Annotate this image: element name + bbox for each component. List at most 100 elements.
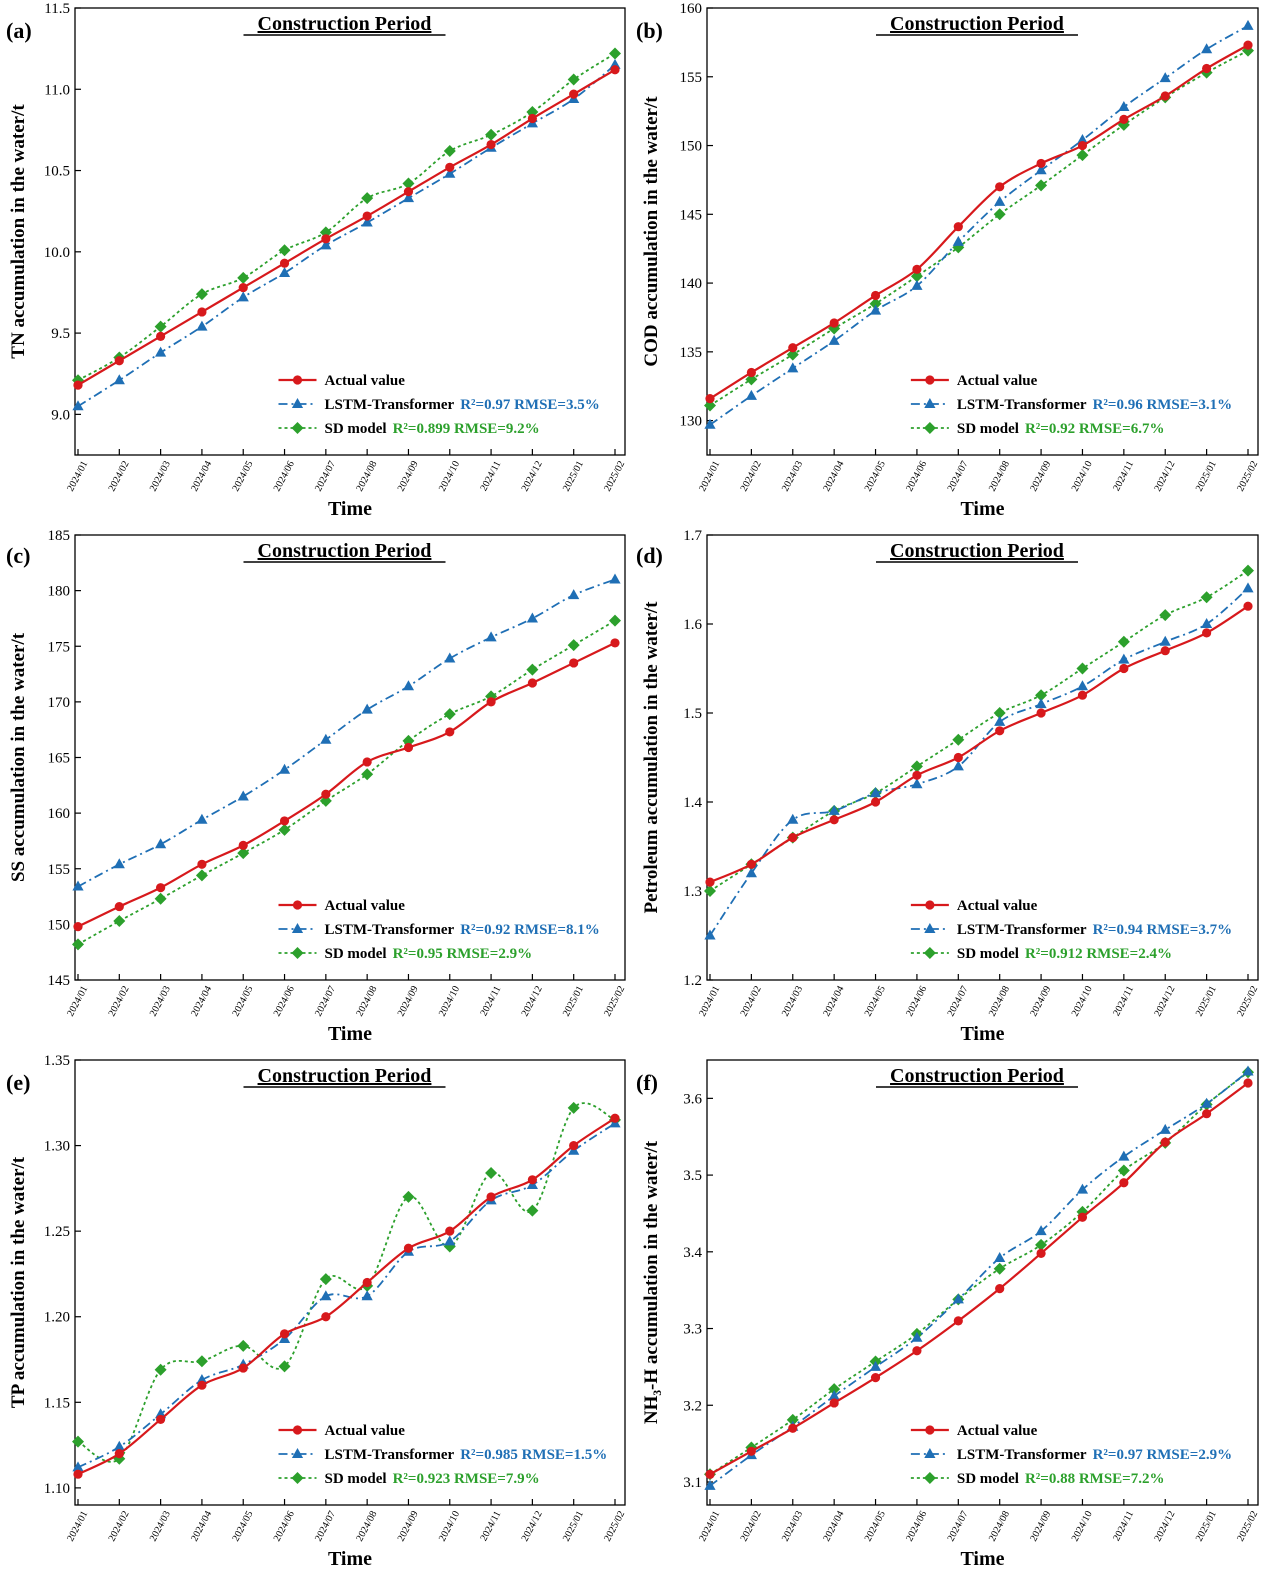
legend-label: SD model xyxy=(957,946,1019,962)
data-point xyxy=(156,331,166,341)
data-point xyxy=(993,208,1006,221)
x-tick-label: 2024/01 xyxy=(697,1509,722,1543)
x-tick-label: 2024/01 xyxy=(65,459,90,493)
data-point xyxy=(1118,1150,1130,1161)
y-tick-label: 3.3 xyxy=(683,1322,702,1338)
data-point xyxy=(195,869,208,882)
x-tick-label: 2024/10 xyxy=(437,459,462,493)
data-point xyxy=(995,182,1005,192)
x-tick-label: 2024/12 xyxy=(1152,1509,1177,1543)
data-point xyxy=(1119,114,1129,125)
data-point xyxy=(319,1273,332,1286)
data-point xyxy=(994,1251,1006,1262)
data-point xyxy=(1077,140,1088,151)
data-point xyxy=(238,282,248,293)
x-tick-label: 2024/04 xyxy=(189,459,214,493)
data-point xyxy=(609,573,621,584)
x-tick-label: 2024/01 xyxy=(697,459,722,493)
x-tick-label: 2024/05 xyxy=(863,1509,888,1543)
data-point xyxy=(279,258,290,268)
x-tick-label: 2024/07 xyxy=(946,1509,971,1543)
chart-panel-3: 1.2 1.3 1.4 1.5 1.6 1.7 2024/01 2024/02 2024/03 2… xyxy=(636,528,1260,1045)
x-tick-label: 2024/01 xyxy=(697,984,722,1018)
plot-frame xyxy=(706,1059,1259,1506)
x-tick-label: 2024/10 xyxy=(437,1509,462,1543)
data-point xyxy=(72,880,84,891)
data-point xyxy=(786,1413,799,1426)
data-point xyxy=(156,1414,166,1425)
data-point xyxy=(1077,690,1088,700)
x-tick-label: 2024/06 xyxy=(904,984,929,1018)
x-tick-label: 2025/01 xyxy=(561,459,586,493)
y-tick-label: 160 xyxy=(48,806,71,822)
y-tick-label: 1.2 xyxy=(683,973,702,989)
y-tick-label: 3.4 xyxy=(683,1245,702,1261)
x-tick-label: 2024/10 xyxy=(1070,984,1095,1018)
data-point xyxy=(912,264,922,274)
data-point xyxy=(113,1440,125,1451)
data-point xyxy=(444,652,456,663)
y-tick-label: 165 xyxy=(48,751,71,767)
x-tick-label: 2024/08 xyxy=(354,984,379,1018)
data-point xyxy=(527,678,537,688)
data-point xyxy=(197,1380,207,1390)
legend-marker xyxy=(925,900,935,910)
data-point xyxy=(788,343,798,353)
x-tick-label: 2024/09 xyxy=(1028,1509,1053,1543)
y-tick-label: 150 xyxy=(680,139,703,155)
legend-label: SD model xyxy=(325,1471,387,1487)
data-point xyxy=(1160,91,1170,101)
x-tick-label: 2024/12 xyxy=(1152,459,1177,493)
data-point xyxy=(788,1423,798,1433)
x-axis-title: Time xyxy=(960,498,1004,520)
data-point xyxy=(993,1262,1006,1275)
x-tick-label: 2025/01 xyxy=(561,984,586,1018)
data-point xyxy=(911,778,923,789)
legend-marker xyxy=(291,1472,304,1484)
legend-marker xyxy=(924,923,936,933)
chart-title: Construction Period xyxy=(258,13,432,35)
data-point xyxy=(953,222,963,232)
data-point xyxy=(237,847,250,860)
y-tick-label: 1.15 xyxy=(44,1395,70,1411)
y-tick-label: 140 xyxy=(680,276,703,292)
data-point xyxy=(1077,1212,1088,1222)
data-point xyxy=(1076,680,1089,691)
data-point xyxy=(828,1383,841,1396)
y-tick-label: 180 xyxy=(48,584,71,600)
data-point xyxy=(1159,609,1172,622)
data-point xyxy=(197,859,207,869)
data-point xyxy=(114,356,124,366)
legend-marker xyxy=(291,923,304,933)
x-tick-label: 2024/02 xyxy=(107,1509,132,1543)
plot-frame xyxy=(706,534,1259,981)
x-tick-label: 2024/03 xyxy=(780,984,805,1018)
x-tick-label: 2025/02 xyxy=(1235,459,1260,493)
x-tick-label: 2024/03 xyxy=(148,984,173,1018)
y-tick-label: 1.4 xyxy=(683,795,702,811)
chart-panel-1: 130 135 140 145 150 155 160 2024/01 2024/02 2024/… xyxy=(636,1,1260,520)
x-tick-label: 2024/07 xyxy=(946,459,971,493)
data-point xyxy=(704,418,716,429)
data-point xyxy=(238,840,248,850)
x-tick-label: 2024/04 xyxy=(189,1509,214,1543)
y-tick-label: 1.6 xyxy=(683,617,702,633)
chart-title: Construction Period xyxy=(890,1065,1064,1087)
data-point xyxy=(828,1390,840,1401)
data-point xyxy=(402,192,415,203)
legend-marker xyxy=(923,1472,936,1484)
data-point xyxy=(705,877,715,887)
data-point xyxy=(320,733,332,744)
x-tick-label: 2024/08 xyxy=(354,1509,379,1543)
data-point xyxy=(321,789,331,799)
data-point xyxy=(609,47,621,60)
legend-label: LSTM-Transformer xyxy=(957,1447,1087,1463)
data-point xyxy=(73,1469,83,1479)
panel-label: (d) xyxy=(636,543,663,568)
x-tick-label: 2024/09 xyxy=(1028,459,1053,493)
legend-marker xyxy=(924,398,936,408)
legend-label: Actual value xyxy=(957,1423,1038,1439)
data-point xyxy=(154,892,167,905)
data-point xyxy=(73,922,83,932)
data-point xyxy=(1160,1137,1170,1147)
